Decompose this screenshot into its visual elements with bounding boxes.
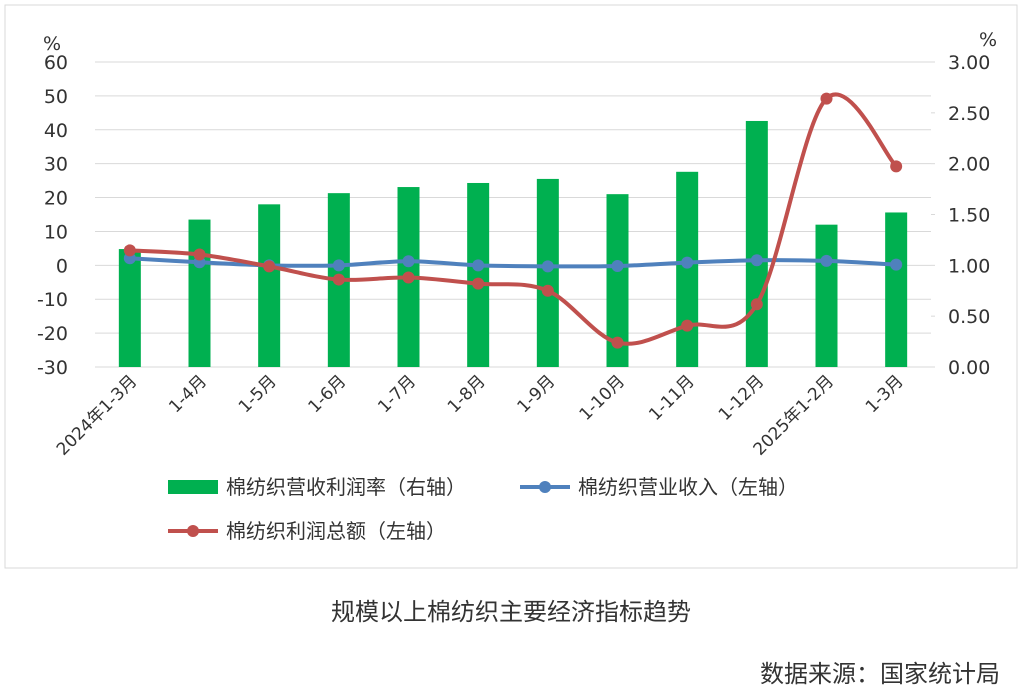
y2-tick-label: 1.00 [948, 255, 990, 277]
bar [745, 120, 768, 367]
y2-tick-label: 2.50 [948, 103, 990, 125]
y2-tick-label: 0.00 [948, 357, 990, 379]
bar [606, 194, 629, 367]
source: 数据来源：国家统计局 [760, 660, 1000, 688]
y-tick-label: 50 [44, 86, 68, 108]
bar [676, 171, 699, 367]
marker [402, 271, 415, 284]
y2-tick-label: 0.50 [948, 306, 990, 328]
y2-tick-label: 3.00 [948, 52, 990, 74]
bar [885, 212, 908, 367]
marker [472, 277, 485, 290]
y2-tick-label: 1.50 [948, 205, 990, 227]
marker [332, 259, 345, 272]
marker [611, 260, 624, 273]
chart-frame [4, 4, 1018, 569]
y-tick-label: 30 [44, 154, 68, 176]
marker [820, 254, 833, 267]
y-tick-label: 60 [44, 52, 68, 74]
marker [750, 298, 763, 311]
bar [188, 219, 211, 367]
bar [536, 178, 559, 367]
bar [118, 249, 141, 367]
legend-label: 棉纺织利润总额（左轴） [226, 519, 446, 543]
marker [332, 273, 345, 286]
y2-tick-label: 2.00 [948, 154, 990, 176]
legend-label: 棉纺织营业收入（左轴） [578, 475, 798, 499]
y-tick-label: -30 [37, 357, 68, 379]
bar [258, 204, 281, 367]
y-tick-label: 0 [56, 255, 68, 277]
legend-swatch [539, 481, 551, 493]
marker [541, 260, 554, 273]
caption: 规模以上棉纺织主要经济指标趋势 [331, 598, 691, 626]
marker [541, 284, 554, 297]
marker [890, 258, 903, 271]
y-tick-label: 20 [44, 188, 68, 210]
y-unit: % [43, 33, 61, 55]
y-tick-label: -10 [37, 289, 68, 311]
marker [681, 256, 694, 269]
legend-swatch [187, 525, 199, 537]
marker [193, 248, 206, 261]
y-tick-label: 40 [44, 120, 68, 142]
y-tick-label: -20 [37, 323, 68, 345]
y-tick-label: 10 [44, 221, 68, 243]
y2-unit: % [979, 29, 997, 51]
bar [467, 182, 490, 367]
legend-label: 棉纺织营收利润率（右轴） [226, 475, 466, 499]
legend-swatch [168, 480, 218, 494]
marker [750, 254, 763, 267]
marker [681, 319, 694, 332]
marker [890, 160, 903, 173]
bar [815, 224, 838, 367]
marker [263, 260, 276, 273]
marker [402, 255, 415, 268]
marker [123, 244, 136, 257]
marker [611, 336, 624, 349]
marker [472, 259, 485, 272]
marker [820, 92, 833, 105]
